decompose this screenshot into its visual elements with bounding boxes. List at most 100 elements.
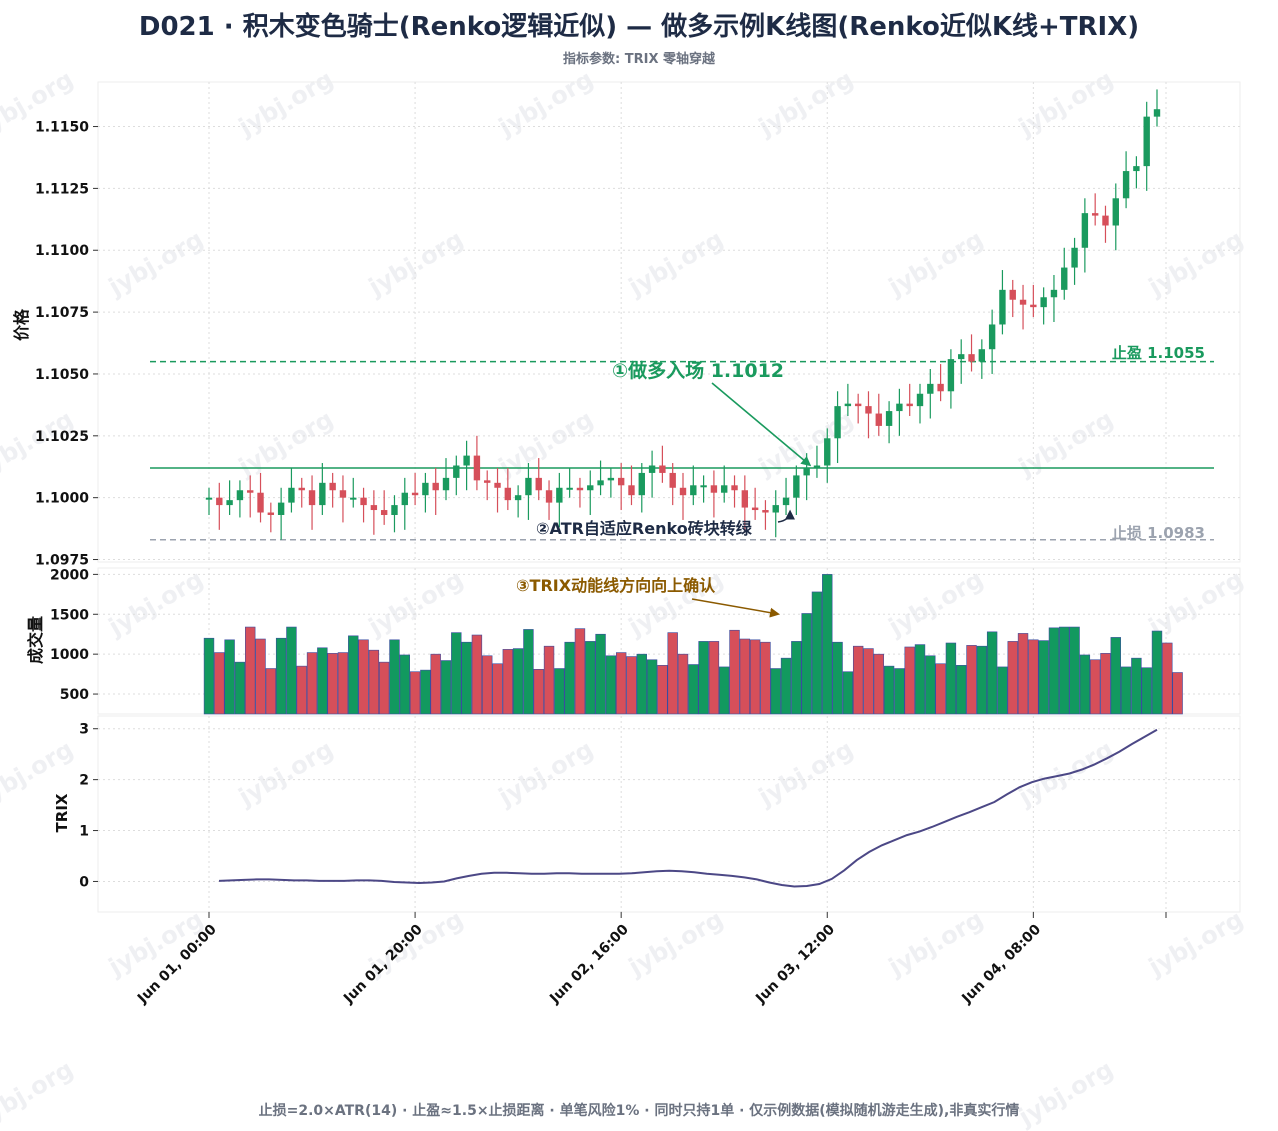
volume-bar — [358, 639, 369, 715]
x-tick-label: Jun 02, 16:00 — [546, 921, 632, 1007]
volume-bar — [1131, 657, 1142, 715]
candle — [1112, 198, 1119, 226]
watermark-layer: jybj.org jybj.org jybj.org jybj.org jybj.org… — [0, 65, 1248, 1131]
watermark-text: jybj.org — [753, 735, 858, 812]
x-tick-label: Jun 01, 20:00 — [340, 921, 426, 1007]
watermark-text: jybj.org — [1143, 565, 1248, 642]
candle — [411, 492, 419, 496]
candle — [988, 324, 996, 350]
candle — [525, 477, 532, 496]
candle — [422, 482, 429, 496]
candle — [927, 383, 934, 394]
candle — [669, 472, 676, 488]
candle — [1061, 267, 1068, 290]
volume-bar — [471, 634, 483, 715]
watermark-text: jybj.org — [493, 405, 598, 482]
volume-bar — [275, 637, 287, 715]
volume-bar — [605, 655, 617, 715]
volume-bar — [1089, 659, 1101, 715]
volume-bar — [327, 653, 338, 715]
price-tick-label: 1.0975 — [35, 553, 89, 569]
candle — [205, 497, 213, 500]
candle — [566, 487, 573, 490]
candle — [782, 497, 790, 506]
volume-bar — [1100, 653, 1111, 715]
candle — [731, 485, 738, 491]
brick-annotation: ②ATR自适应Renko砖块转绿 — [536, 519, 753, 538]
candle — [308, 490, 316, 506]
volume-bar — [832, 641, 843, 715]
volume-bar — [368, 649, 380, 715]
volume-bar — [389, 639, 400, 715]
candle — [339, 490, 347, 498]
volume-bar — [255, 638, 266, 715]
volume-bar — [1048, 627, 1060, 715]
candle — [875, 413, 882, 426]
volume-bar — [677, 653, 689, 715]
volume-bar — [348, 635, 359, 715]
volume-bar — [1038, 640, 1049, 715]
watermark-text: jybj.org — [883, 225, 988, 302]
chart-subtitle: 指标参数: TRIX 零轴穿越 — [563, 52, 715, 67]
candle — [1102, 215, 1109, 226]
volume-bar — [523, 629, 534, 715]
price-tick-label: 1.1075 — [35, 305, 89, 321]
volume-bar — [502, 649, 514, 715]
watermark-text: jybj.org — [623, 225, 728, 302]
volume-bar — [986, 631, 998, 715]
volume-bar — [1162, 642, 1173, 715]
volume-tick-label: 2000 — [50, 567, 89, 583]
candle — [865, 406, 872, 414]
trix-tick-label: 0 — [79, 874, 89, 890]
volume-bar — [430, 653, 441, 715]
volume-bar — [564, 641, 575, 715]
volume-bar — [337, 652, 349, 715]
volume-bar — [574, 628, 586, 715]
price-tick-label: 1.1150 — [35, 120, 89, 136]
candle — [257, 492, 264, 513]
candle — [607, 477, 615, 481]
volume-bar — [1007, 641, 1018, 715]
entry-arrow — [711, 382, 812, 467]
volume-panel: 500 1000 1500 2000 — [50, 567, 1240, 715]
candle — [916, 393, 924, 407]
candle — [1153, 109, 1161, 117]
candle — [587, 485, 594, 491]
candle — [1081, 213, 1089, 248]
volume-bar — [214, 652, 225, 715]
volume-bar — [296, 665, 307, 715]
candle — [803, 467, 810, 476]
candle — [360, 497, 367, 506]
candle — [556, 487, 563, 503]
candle — [277, 502, 285, 515]
candle — [968, 354, 975, 362]
candle — [824, 438, 831, 466]
watermark-text: jybj.org — [883, 905, 988, 982]
candle — [473, 455, 481, 481]
stop-loss-label: 止损 1.0983 — [1112, 524, 1205, 542]
volume-bar — [378, 661, 390, 715]
candle — [793, 475, 800, 498]
panel-frame — [97, 81, 1241, 563]
volume-bar — [708, 641, 720, 715]
candle — [1030, 304, 1037, 308]
volume-bar — [719, 666, 730, 715]
volume-bar — [482, 655, 493, 715]
volume-bar — [554, 668, 565, 715]
candle — [1009, 289, 1016, 300]
volume-bar — [224, 639, 235, 715]
candle — [288, 487, 295, 503]
volume-bar — [883, 665, 895, 715]
volume-bar — [1069, 626, 1080, 715]
watermark-text: jybj.org — [103, 565, 208, 642]
volume-bar — [842, 671, 854, 715]
volume-bar — [234, 661, 246, 715]
volume-bar — [1028, 639, 1039, 715]
chart-title: D021 · 积木变色骑士(Renko逻辑近似) — 做多示例K线图(Renko… — [138, 12, 1140, 42]
panel-frame — [97, 715, 1241, 913]
volume-bar — [636, 653, 647, 715]
candle — [1040, 297, 1047, 308]
candle — [1071, 247, 1078, 268]
volume-bar — [657, 665, 668, 715]
candle — [679, 487, 687, 496]
